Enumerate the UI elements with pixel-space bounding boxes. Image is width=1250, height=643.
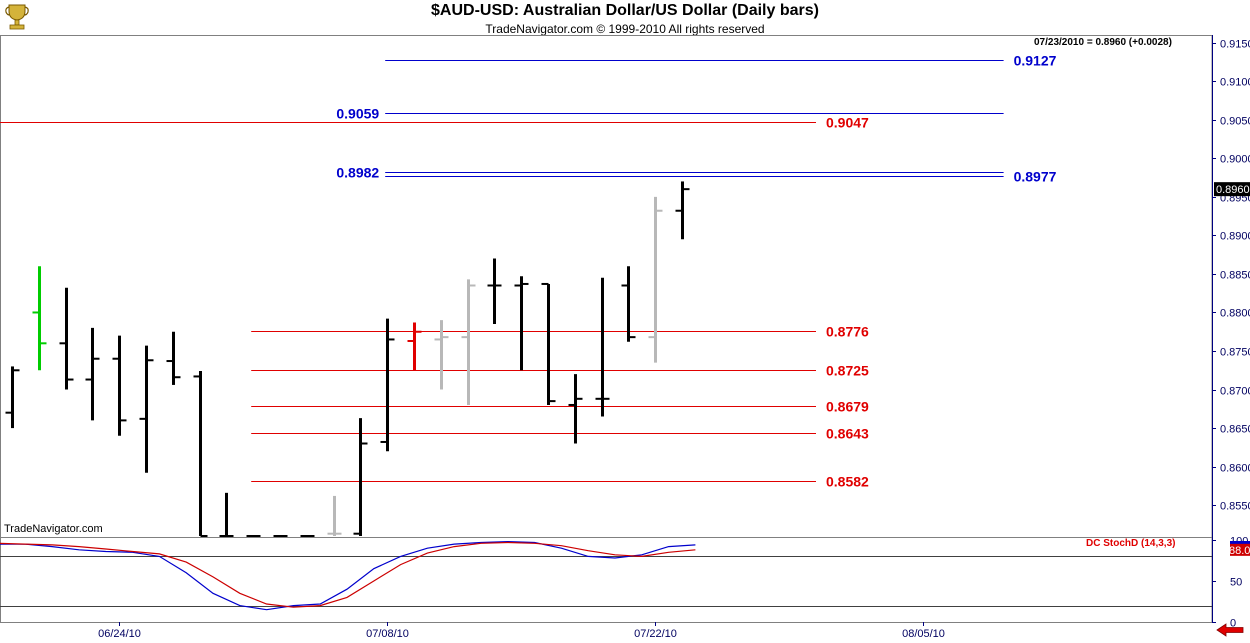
ohlc-bar: [32, 266, 47, 371]
ohlc-bar: [434, 320, 449, 390]
ohlc-bar: [621, 266, 636, 342]
ohlc-bar: [219, 492, 234, 537]
ohlc-bar: [5, 366, 20, 429]
ohlc-bar: [112, 335, 127, 436]
stoch-last-label: 88.05: [1229, 545, 1250, 557]
ohlc-bar: [380, 318, 395, 452]
ohlc-bar: [487, 258, 502, 325]
level-label: 0.8643: [826, 426, 869, 442]
x-tick-label: 07/22/10: [634, 628, 677, 640]
stoch-y-tick-label: 50: [1230, 577, 1242, 589]
x-tick-label: 08/05/10: [902, 628, 945, 640]
ohlc-bar: [541, 282, 556, 405]
last-price-label: 0.8960: [1216, 184, 1250, 196]
ohlc-bar: [139, 345, 154, 473]
ohlc-bar: [461, 279, 476, 405]
stoch-d-line: [0, 541, 696, 608]
ohlc-bar: [407, 322, 422, 371]
level-label: 0.9047: [826, 115, 869, 131]
left-arrow-icon[interactable]: [1215, 623, 1245, 637]
x-tick-label: 06/24/10: [98, 628, 141, 640]
ohlc-bar: [595, 277, 610, 417]
level-label: 0.8725: [826, 363, 869, 379]
ohlc-bar: [193, 371, 208, 537]
stoch-k-box: [1230, 541, 1250, 549]
level-label: 0.9127: [1014, 53, 1057, 69]
watermark-label: TradeNavigator.com: [4, 523, 103, 535]
ohlc-bar: [514, 276, 529, 371]
ohlc-bar: [59, 287, 74, 390]
level-label: 0.8977: [1014, 169, 1057, 185]
copyright-subtitle: TradeNavigator.com © 1999-2010 All right…: [485, 22, 765, 36]
chart-title: $AUD-USD: Australian Dollar/US Dollar (D…: [431, 2, 819, 19]
level-label: 0.8982: [336, 165, 379, 181]
x-tick-label: 07/08/10: [366, 628, 409, 640]
stoch-y-tick-label: 100: [1230, 536, 1248, 548]
level-label: 0.9059: [336, 106, 379, 122]
ohlc-bar: [327, 495, 342, 536]
level-label: 0.8582: [826, 474, 869, 490]
level-label: 0.8679: [826, 399, 869, 415]
level-label: 0.8776: [826, 324, 869, 340]
ohlc-bar: [166, 331, 181, 385]
indicator-label: DC StochD (14,3,3): [1086, 538, 1176, 549]
price-readout: 07/23/2010 = 0.8960 (+0.0028): [1034, 37, 1172, 48]
stoch-k-line: [0, 540, 696, 611]
ohlc-bar: [675, 181, 690, 240]
ohlc-bar: [648, 196, 663, 363]
trophy-icon[interactable]: [4, 2, 30, 32]
stoch-last-box: [1230, 543, 1250, 556]
ohlc-bar: [568, 374, 583, 444]
last-price-box: [1214, 182, 1250, 197]
ohlc-bar: [85, 327, 100, 421]
chart-frame: [0, 35, 1213, 623]
ohlc-bar: [353, 418, 368, 536]
